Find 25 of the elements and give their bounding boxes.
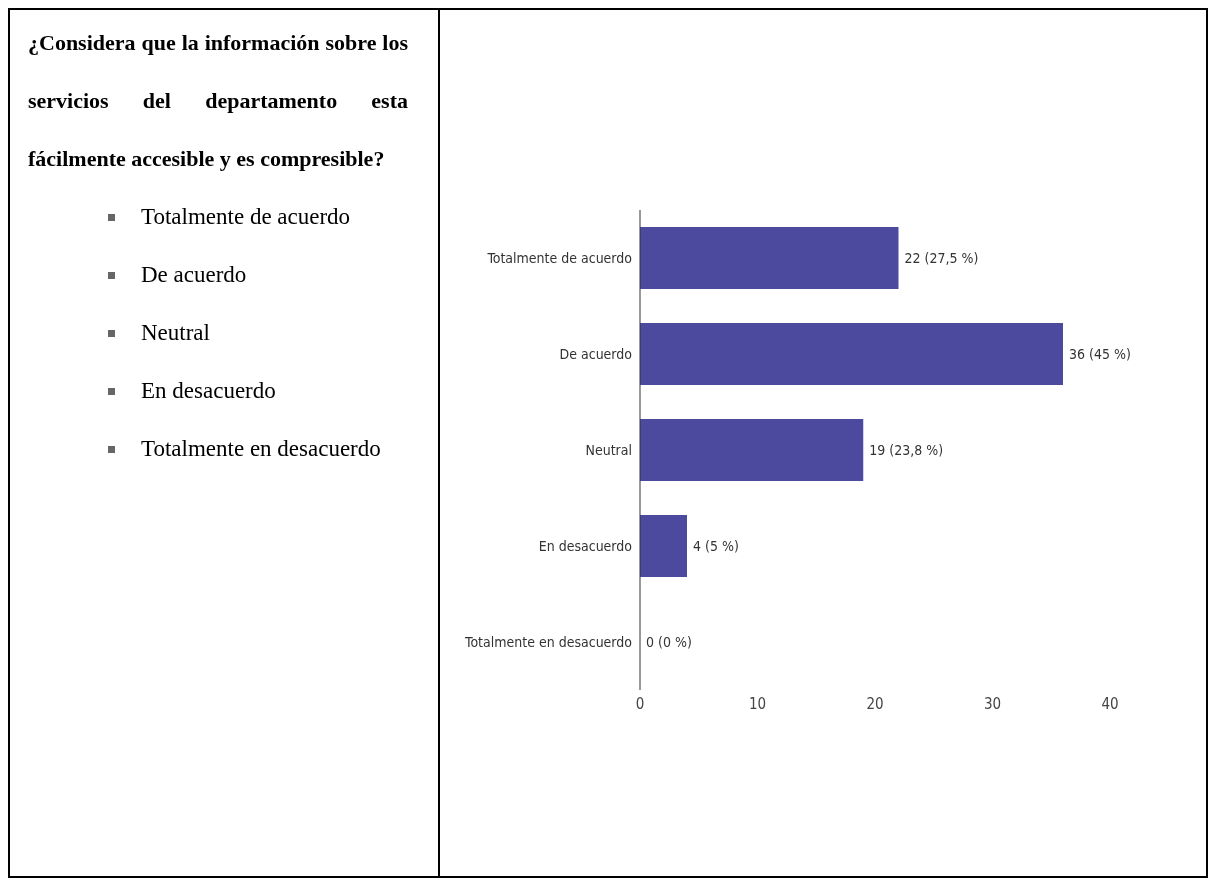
bar [640,515,687,577]
text: En desacuerdo [141,377,276,405]
text: Totalmente de acuerdo [141,203,351,231]
y-tick-label: En desacuerdo [538,537,633,554]
data-label: 4 (5 %) [693,538,739,554]
data-label: 22 (27,5 %) [904,250,979,266]
text: De acuerdo [141,261,247,289]
data-label: 19 (23,8 %) [869,442,944,458]
text: Neutral [141,319,210,347]
data-label: 0 (0 %) [646,634,692,650]
bar [640,323,1063,385]
x-tick-label: 0 [635,694,645,713]
x-tick-label: 20 [866,694,884,713]
y-tick-label: De acuerdo [559,345,633,362]
y-tick-label: Totalmente de acuerdo [486,249,633,266]
x-tick-label: 30 [983,694,1002,713]
y-tick-label: Totalmente en desacuerdo [464,633,633,650]
text: Totalmente en desacuerdo [141,435,381,463]
x-tick-label: 40 [1101,694,1119,713]
chart-title: ¿Considera que la información sobre los servicios del departamento esta fácilmente accesible y es compresible? [28,30,408,171]
y-tick-label: Neutral [585,441,632,458]
bar [640,419,864,481]
x-tick-label: 10 [748,694,767,713]
bar [640,227,899,289]
data-label: 36 (45 %) [1069,346,1131,362]
